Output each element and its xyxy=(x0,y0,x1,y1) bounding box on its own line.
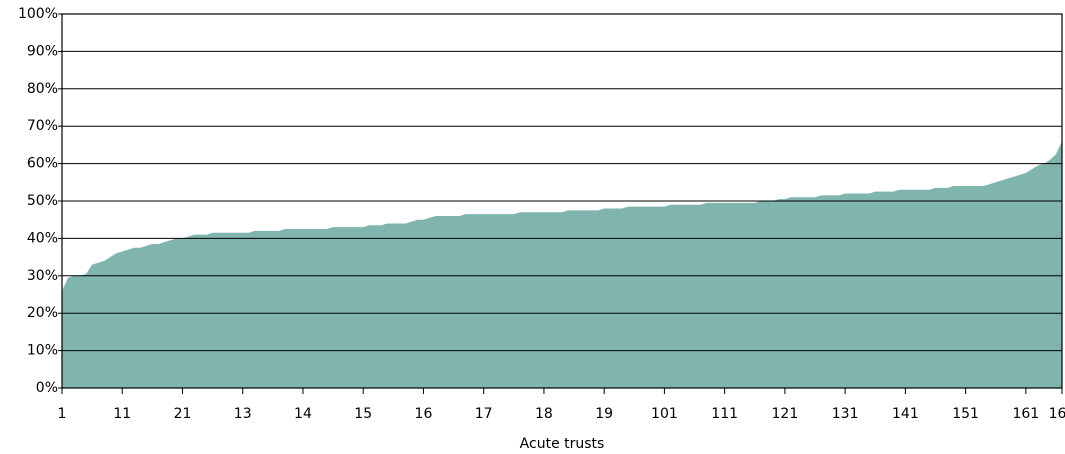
y-tick-label: 50% xyxy=(27,193,58,209)
x-tick-label: 167 xyxy=(1049,406,1065,422)
x-tick-label: 151 xyxy=(952,406,979,422)
x-axis-title: Acute trusts xyxy=(520,436,605,452)
x-tick-label: 121 xyxy=(772,406,799,422)
x-tick-label: 13 xyxy=(234,406,252,422)
x-tick-label: 14 xyxy=(294,406,312,422)
x-tick-label: 11 xyxy=(113,406,131,422)
x-tick-label: 101 xyxy=(651,406,678,422)
x-tick-label: 161 xyxy=(1012,406,1039,422)
x-tick-label: 131 xyxy=(832,406,859,422)
x-tick-label: 16 xyxy=(415,406,433,422)
x-tick-label: 21 xyxy=(174,406,192,422)
x-tick-label: 18 xyxy=(535,406,553,422)
x-tick-label: 19 xyxy=(595,406,613,422)
y-tick-label: 30% xyxy=(27,268,58,284)
y-tick-label: 60% xyxy=(27,156,58,172)
x-tick-label: 15 xyxy=(354,406,372,422)
x-tick-label: 111 xyxy=(711,406,738,422)
y-tick-label: 40% xyxy=(27,230,58,246)
y-tick-label: 80% xyxy=(27,81,58,97)
y-tick-label: 10% xyxy=(27,343,58,359)
plot-frame xyxy=(61,13,1063,389)
y-tick-label: 70% xyxy=(27,118,58,134)
y-tick-label: 20% xyxy=(27,305,58,321)
y-tick-label: 90% xyxy=(27,43,58,59)
x-tick-label: 1 xyxy=(58,406,67,422)
y-tick-label: 0% xyxy=(36,380,58,396)
area xyxy=(62,141,1062,388)
x-tick-label: 141 xyxy=(892,406,919,422)
x-tick-label: 17 xyxy=(475,406,493,422)
y-tick-label: 100% xyxy=(18,6,58,22)
